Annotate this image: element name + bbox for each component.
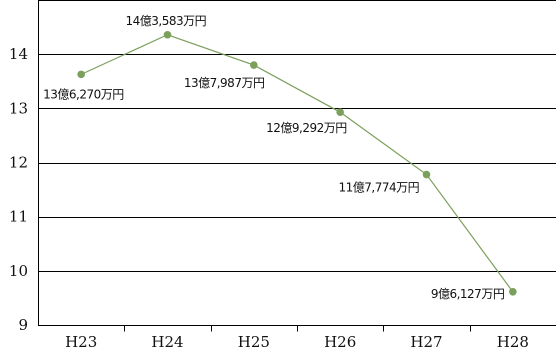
y-tick-label-13: 13 — [9, 99, 28, 117]
gridlines — [38, 0, 556, 272]
data-point-H26 — [336, 108, 344, 116]
y-tick-label-14: 14 — [9, 45, 28, 63]
data-label-H23: 13億6,270万円 — [43, 87, 124, 101]
data-label-H26: 12億9,292万円 — [266, 121, 347, 135]
data-point-H25 — [250, 61, 258, 69]
y-tick-labels: 9 10 11 12 13 14 — [9, 45, 28, 334]
data-labels: 13億6,270万円 14億3,583万円 13億7,987万円 12億9,292万円… — [43, 14, 505, 301]
series — [77, 30, 517, 296]
x-tick-label-H24: H24 — [151, 333, 183, 351]
x-tick-label-H26: H26 — [324, 333, 356, 351]
data-point-H28 — [509, 288, 517, 296]
x-tick-label-H23: H23 — [65, 333, 97, 351]
data-label-H25: 13億7,987万円 — [184, 76, 265, 90]
data-label-H24: 14億3,583万円 — [126, 14, 207, 28]
x-tick-label-H28: H28 — [497, 333, 529, 351]
axes — [38, 0, 556, 332]
x-tick-labels: H23 H24 H25 H26 H27 H28 — [65, 333, 529, 351]
data-label-H28: 9億6,127万円 — [431, 287, 505, 301]
data-point-H27 — [422, 170, 431, 179]
y-tick-label-9: 9 — [18, 316, 28, 334]
x-tick-label-H25: H25 — [238, 333, 270, 351]
data-label-H27: 11億7,774万円 — [339, 181, 420, 195]
data-point-H24 — [163, 30, 172, 39]
y-tick-label-10: 10 — [9, 262, 28, 280]
series-line-0 — [80, 34, 514, 293]
y-tick-label-11: 11 — [9, 208, 28, 226]
x-tick-label-H27: H27 — [410, 333, 442, 351]
data-point-H23 — [77, 70, 85, 79]
y-tick-label-12: 12 — [9, 154, 28, 172]
